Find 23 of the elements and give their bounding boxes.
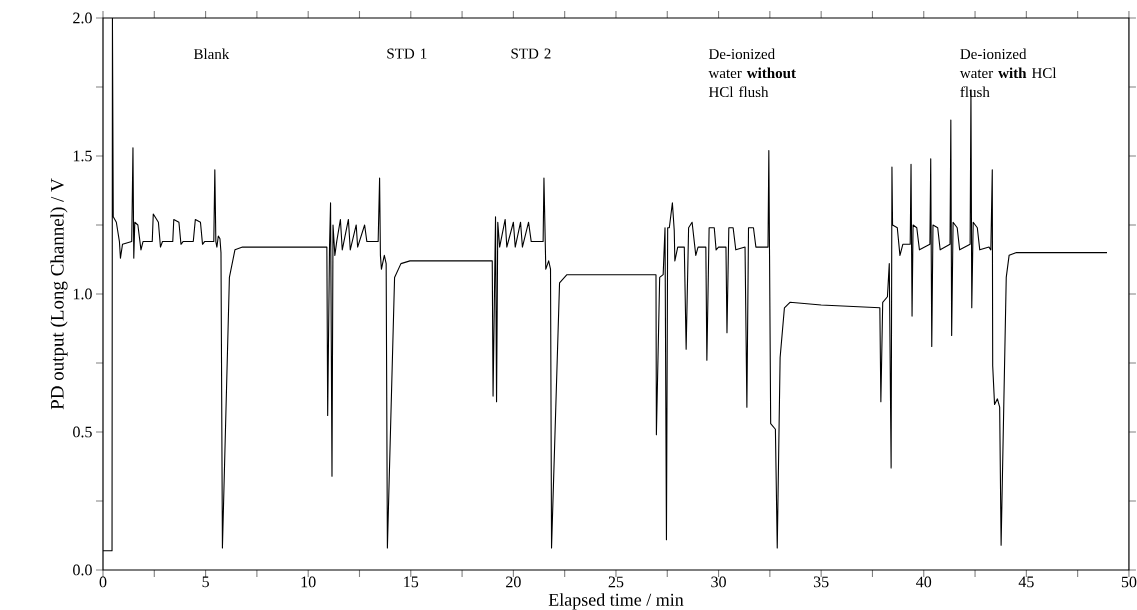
y-tick-label: 0.0 [73,564,92,576]
y-axis-title: PD output (Long Channel) / V [50,178,68,410]
x-tick-label: 40 [916,576,932,588]
y-tick-label: 2.0 [73,12,92,24]
text: De-ionized water with HCl flush [959,48,1057,98]
x-axis-title: Elapsed time / min [548,593,684,610]
x-tick-label: 50 [1121,576,1137,588]
y-tick-label: 1.5 [73,150,92,162]
x-tick-label: 20 [506,576,521,588]
y-tick-label: 0.5 [73,426,92,438]
x-tick-label: 45 [1018,576,1034,588]
x-tick-label: 15 [404,576,419,588]
x-tick-label: 5 [202,576,209,588]
annotation: De-ionized water without HCl flush [708,48,796,98]
x-tick-label: 25 [608,576,624,588]
x-tick-label: 0 [99,576,107,588]
x-tick-label: 30 [711,576,726,588]
x-tick-label: 10 [301,576,316,588]
y-tick-label: 1.0 [73,288,92,300]
annotation: STD 2 [511,48,551,59]
x-tick-label: 35 [813,576,829,588]
annotation: STD 1 [387,48,427,59]
annotation: Blank [193,48,230,60]
